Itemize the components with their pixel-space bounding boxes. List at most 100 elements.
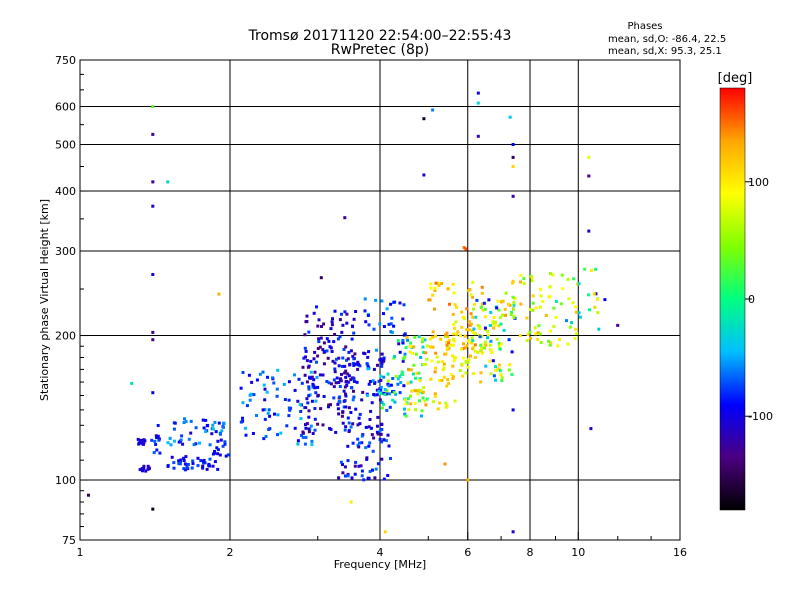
scatter-point	[287, 398, 291, 402]
scatter-point	[356, 360, 360, 364]
scatter-point	[392, 324, 396, 328]
scatter-point	[87, 493, 90, 497]
scatter-point	[446, 345, 449, 349]
scatter-point	[510, 350, 514, 354]
scatter-point	[296, 399, 300, 403]
scatter-point	[322, 322, 326, 326]
scatter-point	[204, 430, 208, 434]
scatter-point	[479, 349, 483, 353]
scatter-point	[438, 282, 442, 286]
scatter-point	[497, 308, 501, 312]
scatter-point	[198, 441, 201, 445]
scatter-point	[397, 342, 401, 346]
scatter-point	[304, 355, 307, 359]
scatter-point	[492, 326, 496, 330]
scatter-point	[536, 338, 540, 341]
scatter-point	[366, 365, 370, 369]
scatter-point	[504, 313, 507, 317]
scatter-point	[424, 403, 428, 407]
scatter-point	[349, 411, 353, 414]
scatter-point	[480, 291, 484, 295]
scatter-point	[347, 429, 351, 433]
scatter-point	[356, 423, 360, 427]
scatter-point	[351, 441, 355, 445]
scatter-point	[351, 422, 355, 426]
scatter-point	[155, 436, 159, 440]
scatter-point	[435, 355, 439, 359]
scatter-point	[146, 464, 150, 468]
scatter-point	[431, 293, 435, 297]
scatter-point	[603, 298, 607, 302]
scatter-point	[379, 374, 383, 378]
scatter-point	[495, 337, 499, 341]
scatter-point	[379, 392, 383, 395]
scatter-point	[512, 307, 516, 311]
scatter-point	[590, 269, 593, 272]
scatter-point	[371, 379, 375, 383]
scatter-point	[311, 432, 315, 435]
scatter-point	[194, 426, 198, 430]
scatter-point	[486, 336, 490, 340]
scatter-point	[429, 345, 433, 349]
scatter-point	[352, 389, 355, 393]
scatter-point	[411, 351, 414, 355]
scatter-point	[346, 459, 350, 463]
scatter-point	[468, 354, 472, 358]
scatter-point	[405, 335, 409, 339]
phase-legend: Phases mean, sd,O: -86.4, 22.5 mean, sd,…	[608, 21, 726, 57]
scatter-point	[522, 277, 526, 281]
scatter-point	[332, 385, 336, 389]
scatter-point	[359, 464, 363, 468]
scatter-point	[319, 336, 323, 340]
scatter-point	[529, 308, 532, 311]
scatter-point	[247, 373, 251, 377]
scatter-point	[556, 344, 560, 348]
scatter-point	[431, 330, 435, 334]
scatter-point	[357, 464, 361, 468]
scatter-point	[484, 364, 488, 368]
y-tick-label: 200	[55, 330, 76, 343]
scatter-point	[349, 500, 353, 504]
scatter-point	[428, 337, 432, 341]
scatter-point	[267, 408, 271, 412]
scatter-point	[473, 332, 477, 336]
scatter-point	[261, 370, 265, 374]
scatter-point	[403, 407, 406, 411]
scatter-point	[382, 438, 386, 442]
scatter-point	[372, 436, 376, 440]
scatter-point	[340, 414, 344, 418]
scatter-point	[181, 442, 185, 446]
scatter-point	[382, 358, 386, 362]
scatter-point	[349, 378, 353, 382]
scatter-point	[352, 357, 356, 361]
scatter-point	[341, 410, 345, 414]
scatter-point	[417, 335, 421, 339]
scatter-point	[202, 459, 205, 463]
scatter-point	[483, 346, 486, 350]
scatter-point	[429, 286, 433, 290]
scatter-point	[476, 134, 480, 138]
scatter-point	[158, 451, 162, 455]
scatter-point	[479, 343, 483, 347]
scatter-point	[376, 432, 380, 436]
scatter-point	[478, 335, 482, 339]
scatter-point	[370, 401, 374, 405]
scatter-point	[396, 377, 400, 381]
scatter-point	[331, 317, 334, 321]
scatter-point	[434, 351, 438, 355]
scatter-point	[511, 194, 515, 198]
scatter-point	[179, 458, 183, 462]
scatter-point	[337, 364, 341, 368]
y-tick-label: 300	[55, 245, 76, 258]
scatter-point	[480, 334, 484, 338]
scatter-point	[144, 469, 148, 473]
scatter-point	[239, 386, 243, 390]
scatter-point	[480, 285, 484, 289]
scatter-point	[379, 422, 383, 426]
scatter-point	[304, 423, 307, 427]
scatter-point	[467, 358, 471, 361]
scatter-point	[449, 343, 453, 347]
scatter-point	[484, 343, 488, 347]
scatter-point	[531, 294, 535, 298]
